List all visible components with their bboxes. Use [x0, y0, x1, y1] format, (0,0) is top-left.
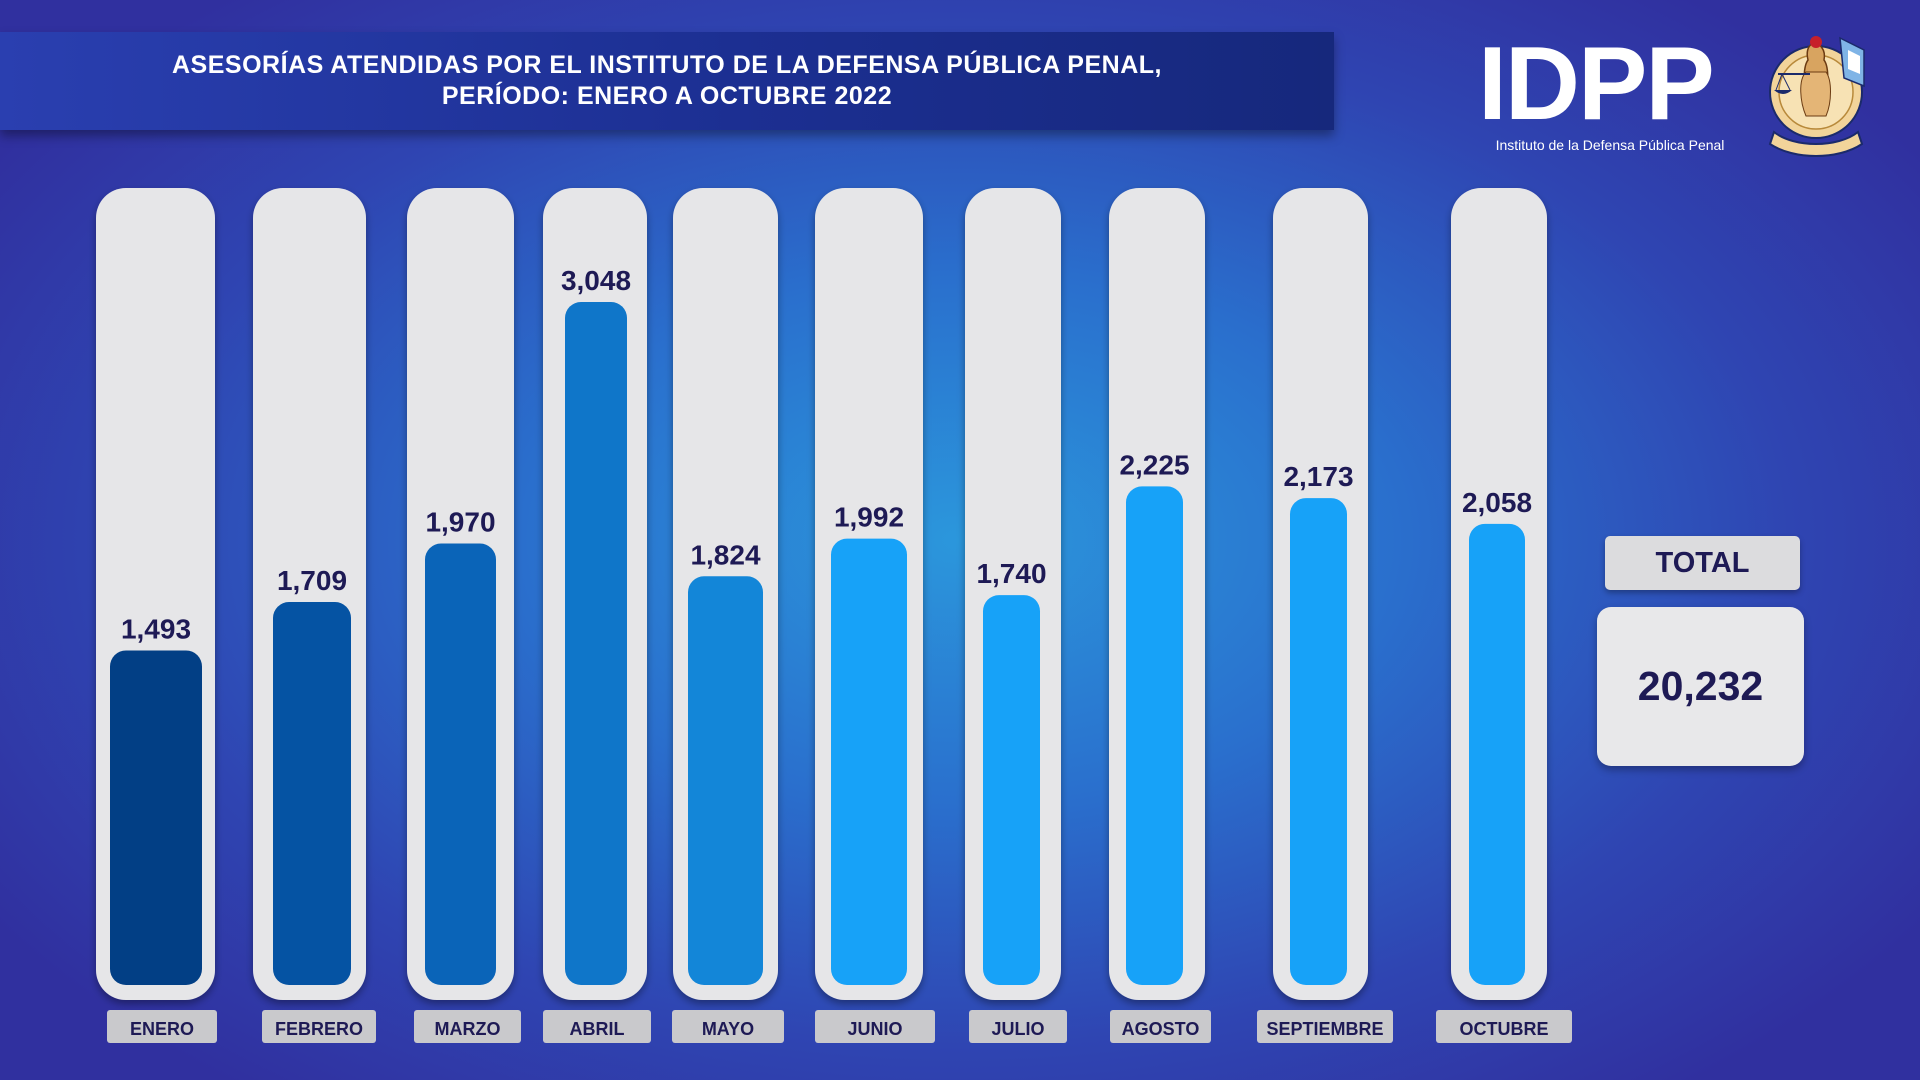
- bar: [1469, 523, 1525, 985]
- month-label-bg: [414, 1010, 521, 1043]
- data-label: 2,225: [1119, 449, 1189, 480]
- tick-label: JULIO: [991, 1019, 1044, 1039]
- bar: [831, 538, 907, 985]
- chart-title-banner: ASESORÍAS ATENDIDAS POR EL INSTITUTO DE …: [0, 32, 1334, 130]
- bar: [273, 602, 351, 985]
- tick-label: MARZO: [435, 1019, 501, 1039]
- data-label: 3,048: [561, 265, 631, 296]
- data-label: 1,824: [690, 539, 760, 570]
- data-label: 2,058: [1462, 487, 1532, 518]
- month-label-bg: [1257, 1010, 1393, 1043]
- chart-title-line-2: PERÍODO: ENERO A OCTUBRE 2022: [441, 82, 893, 110]
- data-label: 1,493: [121, 613, 191, 644]
- data-label: 1,740: [976, 558, 1046, 589]
- month-label-bg: [672, 1010, 784, 1043]
- month-label-bg: [969, 1010, 1067, 1043]
- month-label-bg: [1436, 1010, 1572, 1043]
- data-label: 1,992: [834, 502, 904, 533]
- total-value: 20,232: [1597, 607, 1804, 766]
- tick-label: AGOSTO: [1122, 1019, 1200, 1039]
- total-label: TOTAL: [1605, 536, 1800, 590]
- data-label: 2,173: [1283, 461, 1353, 492]
- bar: [425, 543, 496, 985]
- tick-label: ABRIL: [570, 1019, 625, 1039]
- tick-label: FEBRERO: [275, 1019, 363, 1039]
- idpp-logo-subtitle: Instituto de la Defensa Pública Penal: [1495, 137, 1725, 153]
- tick-label: ENERO: [130, 1019, 194, 1039]
- tick-label: JUNIO: [847, 1019, 902, 1039]
- month-label-bg: [107, 1010, 217, 1043]
- data-label: 1,709: [277, 565, 347, 596]
- chart-title-line-1: ASESORÍAS ATENDIDAS POR EL INSTITUTO DE …: [172, 51, 1162, 79]
- tick-label: OCTUBRE: [1460, 1019, 1549, 1039]
- bar: [565, 302, 627, 985]
- data-label: 1,970: [425, 507, 495, 538]
- tick-label: SEPTIEMBRE: [1266, 1019, 1383, 1039]
- bar: [1126, 486, 1183, 985]
- bar: [688, 576, 763, 985]
- bar: [110, 650, 202, 985]
- month-label-bg: [262, 1010, 376, 1043]
- month-label-bg: [1110, 1010, 1211, 1043]
- tick-label: MAYO: [702, 1019, 754, 1039]
- justice-emblem-icon: [1768, 36, 1865, 157]
- idpp-logo-text: IDPP: [1478, 26, 1715, 142]
- bar: [983, 595, 1040, 985]
- bar: [1290, 498, 1347, 985]
- month-label-bg: [815, 1010, 935, 1043]
- month-label-bg: [543, 1010, 651, 1043]
